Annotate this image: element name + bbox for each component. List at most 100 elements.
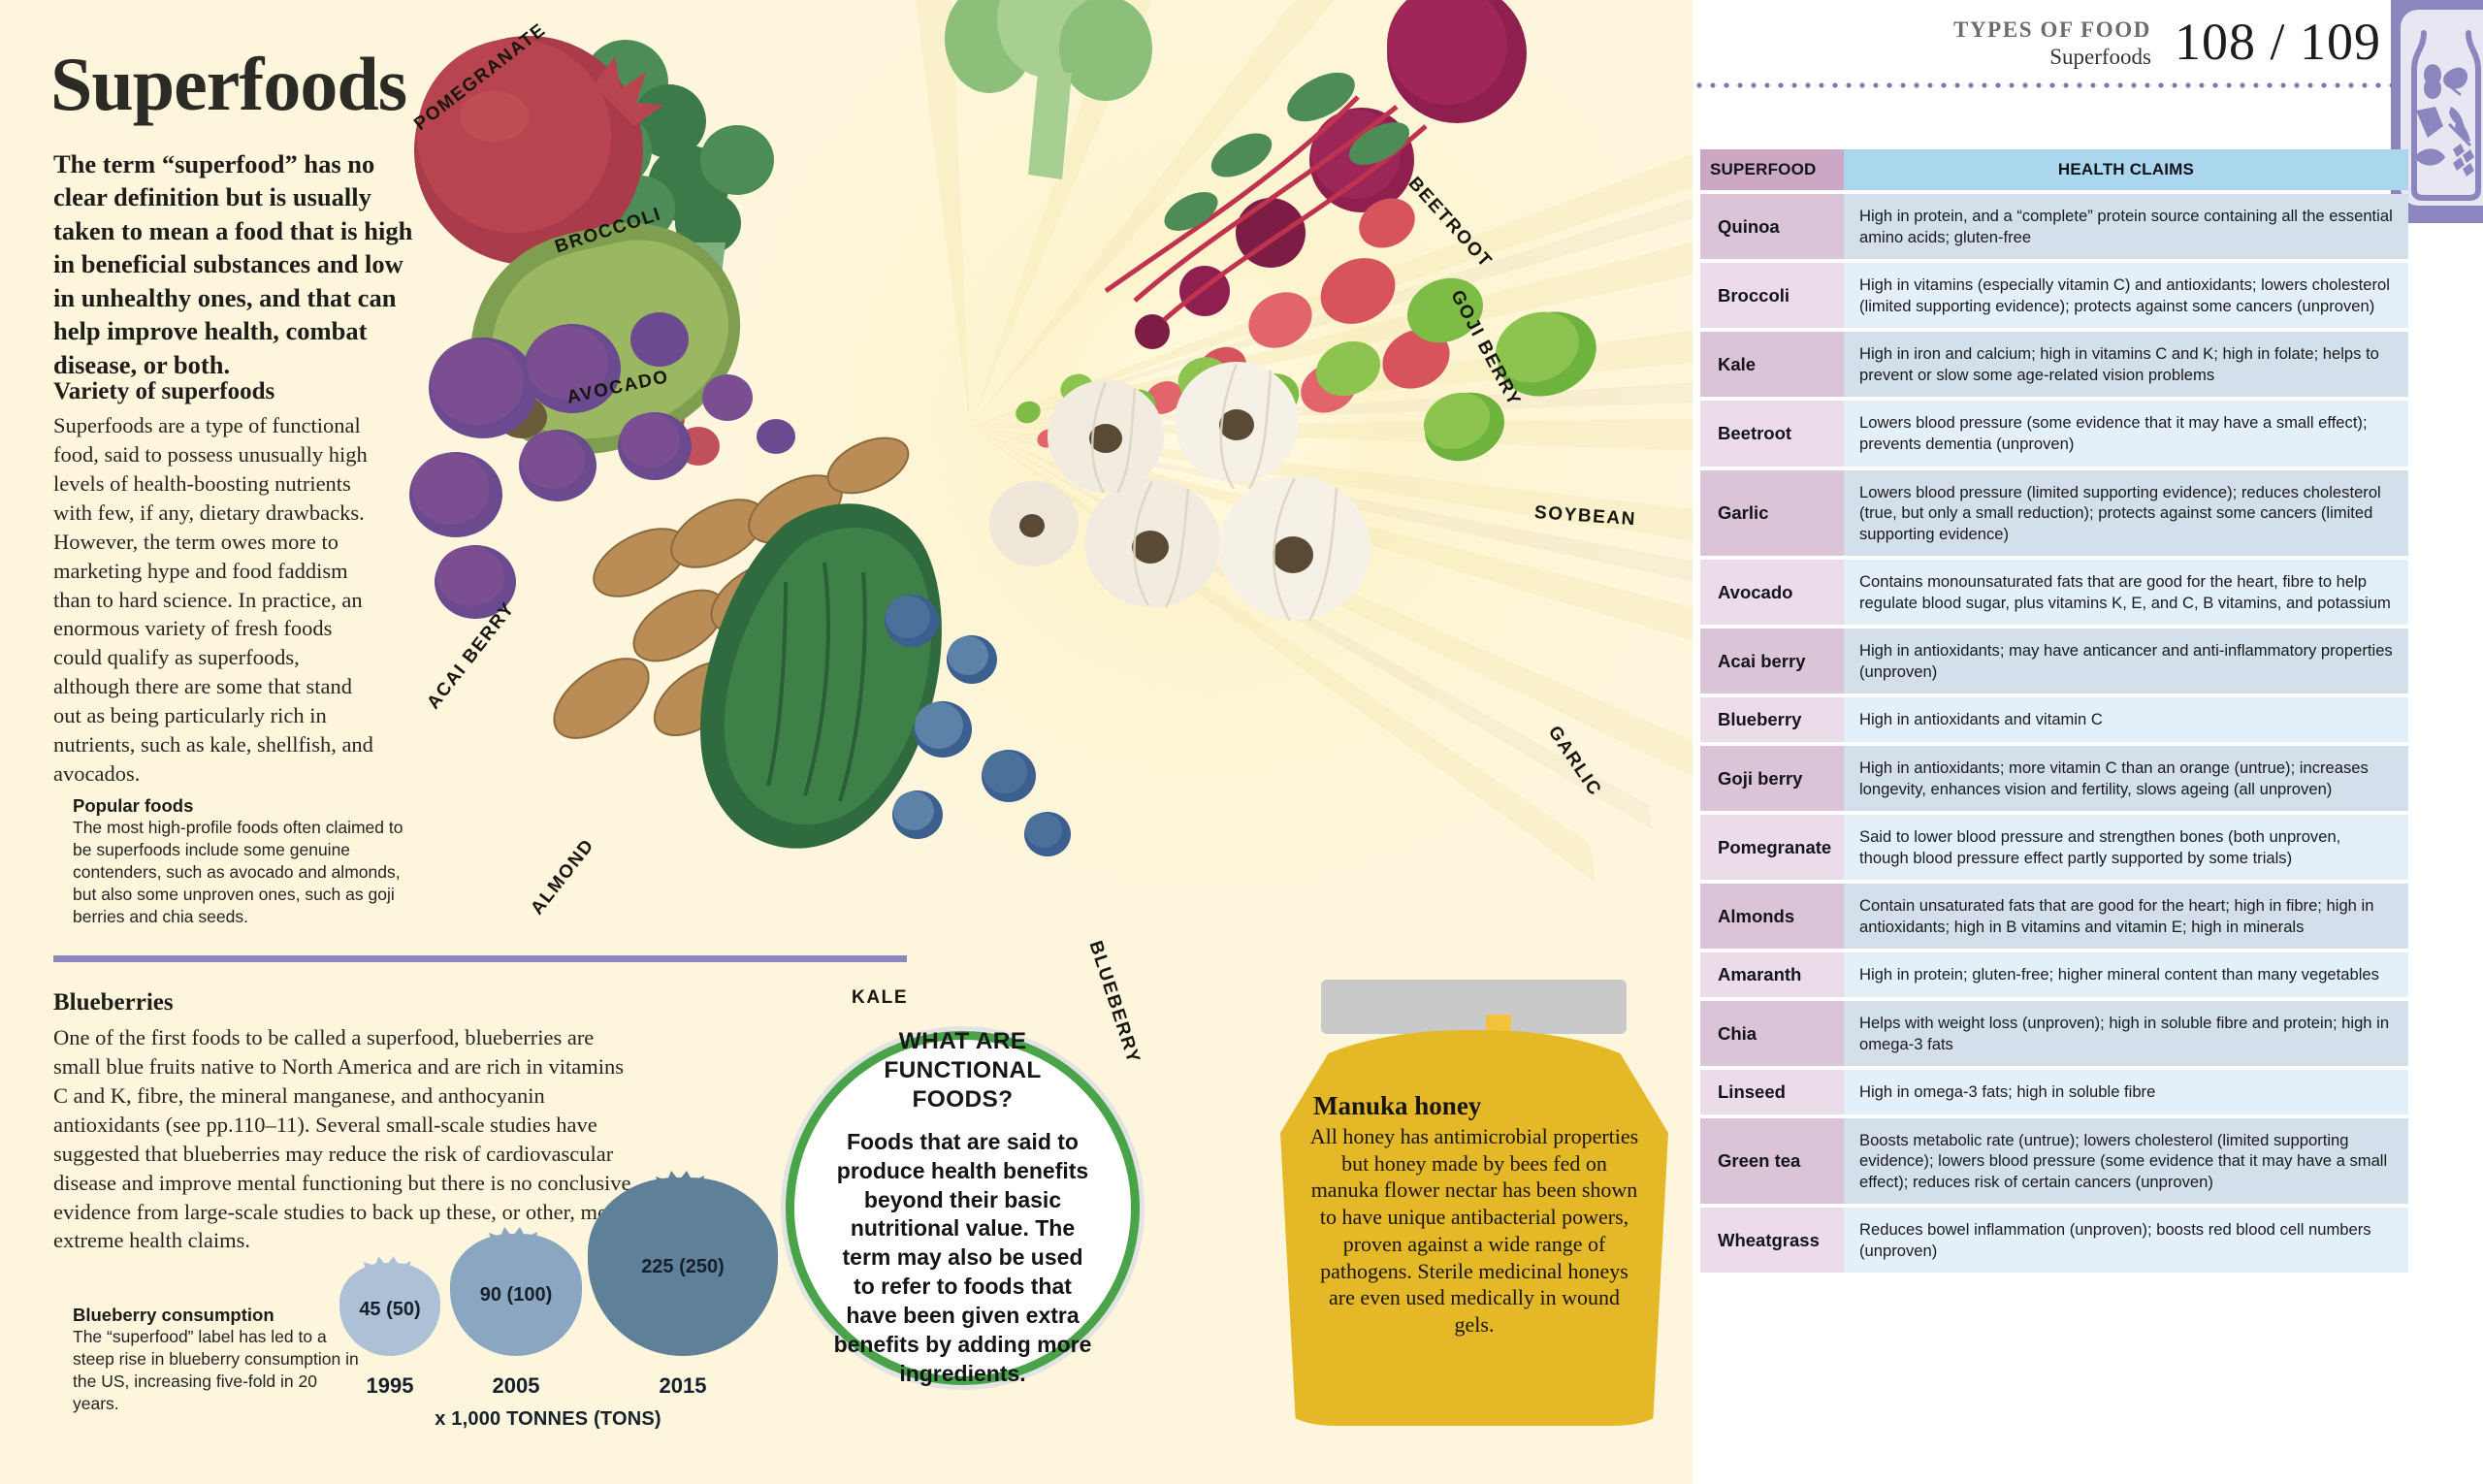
- left-content-panel: Superfoods The term “superfood” has no c…: [0, 0, 1693, 1484]
- popular-foods-body: The most high-profile foods often claime…: [73, 818, 403, 927]
- table-row: Avocado Contains monounsaturated fats tha…: [1700, 560, 2408, 626]
- variety-body: Superfoods are a type of functional food…: [53, 413, 373, 787]
- table-header-row: SUPERFOOD HEALTH CLAIMS: [1700, 149, 2408, 190]
- chart-blueberry-2005: 90 (100): [450, 1227, 582, 1356]
- cell-health-claim: High in protein, and a “complete” protei…: [1844, 194, 2408, 260]
- garlic-illustration: [989, 362, 1370, 622]
- table-row: Pomegranate Said to lower blood pressure …: [1700, 815, 2408, 881]
- intro-paragraph: The term “superfood” has no clear defini…: [53, 149, 413, 379]
- cell-health-claim: Said to lower blood pressure and strengt…: [1844, 815, 2408, 881]
- cell-health-claim: High in antioxidants; may have anticance…: [1844, 629, 2408, 694]
- apple-icon: [2424, 64, 2441, 99]
- jar-body: [1280, 1030, 1668, 1426]
- jar-lid: [1321, 980, 1627, 1034]
- blueberry-consumption-chart: 45 (50) 1995 90 (100) 2005 225 (250) 201…: [339, 1145, 786, 1426]
- cell-superfood: Wheatgrass: [1700, 1208, 1844, 1274]
- cell-health-claim: Helps with weight loss (unproven); high …: [1844, 1000, 2408, 1067]
- column-header-superfood: SUPERFOOD: [1700, 149, 1844, 190]
- table-row: Kale High in iron and calcium; high in vi…: [1700, 332, 2408, 398]
- cell-superfood: Quinoa: [1700, 194, 1844, 260]
- manuka-honey-jar: Manuka honey All honey has antimicrobial…: [1280, 980, 1668, 1426]
- consumption-heading: Blueberry consumption: [73, 1305, 274, 1325]
- cell-superfood: Pomegranate: [1700, 815, 1844, 881]
- table-row: Linseed High in omega-3 fats; high in sol…: [1700, 1070, 2408, 1114]
- table-row: Almonds Contain unsaturated fats that are…: [1700, 884, 2408, 950]
- section-tab-inner: [2401, 10, 2483, 206]
- blueberry-crown-icon: [363, 1256, 411, 1274]
- consumption-body: The “superfood” label has led to a steep…: [73, 1327, 359, 1414]
- table-row: Broccoli High in vitamins (especially vit…: [1700, 263, 2408, 329]
- column-header-health-claims: HEALTH CLAIMS: [1844, 149, 2408, 190]
- meat-icon: [2416, 107, 2443, 138]
- table-row: Amaranth High in protein; gluten-free; hi…: [1700, 952, 2408, 997]
- beetroot-illustration: [1104, 0, 1527, 349]
- cell-health-claim: High in protein; gluten-free; higher min…: [1844, 952, 2408, 997]
- manuka-heading: Manuka honey: [1313, 1091, 1482, 1120]
- blueberries-section: Blueberries One of the first foods to be…: [53, 989, 635, 1255]
- chart-year-2015: 2015: [659, 1373, 707, 1398]
- cell-health-claim: High in omega-3 fats; high in soluble fi…: [1844, 1070, 2408, 1114]
- popular-foods-section: Popular foods The most high-profile food…: [73, 795, 417, 928]
- table-row: Quinoa High in protein, and a “complete” …: [1700, 194, 2408, 260]
- table-row: Goji berry High in antioxidants; more vit…: [1700, 746, 2408, 812]
- cell-superfood: Blueberry: [1700, 697, 1844, 742]
- acai-berry-illustration: [409, 312, 795, 619]
- chart-value-2005: 90 (100): [479, 1283, 553, 1306]
- page-title: Superfoods: [50, 42, 407, 126]
- functional-foods-body: Foods that are said to produce health be…: [833, 1128, 1092, 1386]
- chart-value-1995: 45 (50): [359, 1298, 421, 1320]
- cell-superfood: Kale: [1700, 332, 1844, 398]
- manuka-honey-text: Manuka honey All honey has antimicrobial…: [1309, 1091, 1639, 1339]
- cell-health-claim: High in iron and calcium; high in vitami…: [1844, 332, 2408, 398]
- table-row: Green tea Boosts metabolic rate (untrue);…: [1700, 1117, 2408, 1205]
- cell-superfood: Almonds: [1700, 884, 1844, 950]
- cell-health-claim: Contain unsaturated fats that are good f…: [1844, 884, 2408, 950]
- table-row: Beetroot Lowers blood pressure (some evid…: [1700, 401, 2408, 467]
- cell-health-claim: High in vitamins (especially vitamin C) …: [1844, 263, 2408, 329]
- label-kale: KALE: [852, 987, 909, 1008]
- cell-superfood: Avocado: [1700, 560, 1844, 626]
- cell-superfood: Beetroot: [1700, 401, 1844, 467]
- chart-year-1995: 1995: [366, 1373, 414, 1398]
- chart-blueberry-1995: 45 (50): [339, 1256, 440, 1356]
- health-claims-table: SUPERFOOD HEALTH CLAIMS Quinoa High in pr…: [1700, 145, 2408, 1276]
- variety-section: Variety of superfoods Superfoods are a t…: [53, 378, 378, 789]
- leaf-icon: [2443, 67, 2468, 89]
- breadcrumb-topic: Superfoods: [2049, 45, 2151, 69]
- cell-health-claim: Boosts metabolic rate (untrue); lowers c…: [1844, 1117, 2408, 1205]
- variety-heading: Variety of superfoods: [53, 378, 275, 404]
- blueberry-illustration: [885, 595, 1071, 856]
- cell-superfood: Broccoli: [1700, 263, 1844, 329]
- table-row: Chia Helps with weight loss (unproven); h…: [1700, 1000, 2408, 1067]
- superfoods-illustration: [409, 0, 1596, 856]
- cell-superfood: Goji berry: [1700, 746, 1844, 812]
- section-breadcrumb: TYPES OF FOOD Superfoods: [1953, 17, 2151, 70]
- page-numbers: 108 / 109: [2174, 13, 2381, 71]
- cell-superfood: Acai berry: [1700, 629, 1844, 694]
- manuka-body: All honey has antimicrobial properties b…: [1309, 1124, 1639, 1338]
- cell-health-claim: Contains monounsaturated fats that are g…: [1844, 560, 2408, 626]
- grain-icon: [2453, 144, 2474, 177]
- chart-blueberry-2015: 225 (250): [588, 1171, 778, 1356]
- cell-health-claim: Reduces bowel inflammation (unproven); b…: [1844, 1208, 2408, 1274]
- food-bottle-icon-group: [2411, 30, 2481, 201]
- cell-health-claim: Lowers blood pressure (limited supportin…: [1844, 469, 2408, 557]
- blueberries-body: One of the first foods to be called a su…: [53, 1025, 631, 1253]
- right-reference-panel: TYPES OF FOOD Superfoods 108 / 109: [1693, 0, 2483, 1484]
- cell-superfood: Garlic: [1700, 469, 1844, 557]
- blueberry-crown-icon: [489, 1227, 537, 1244]
- functional-foods-callout: WHAT ARE FUNCTIONAL FOODS? Foods that ar…: [786, 1028, 1140, 1386]
- table-row: Wheatgrass Reduces bowel inflammation (un…: [1700, 1208, 2408, 1274]
- cell-health-claim: High in antioxidants; more vitamin C tha…: [1844, 746, 2408, 812]
- panel-header: TYPES OF FOOD Superfoods 108 / 109: [1953, 13, 2381, 71]
- dotted-rule: [1693, 82, 2410, 88]
- cell-superfood: Amaranth: [1700, 952, 1844, 997]
- section-divider: [53, 955, 907, 962]
- cell-health-claim: Lowers blood pressure (some evidence tha…: [1844, 401, 2408, 467]
- table-row: Blueberry High in antioxidants and vitami…: [1700, 697, 2408, 742]
- chart-units-caption: x 1,000 TONNES (TONS): [435, 1408, 661, 1430]
- blueberry-consumption-caption: Blueberry consumption The “superfood” la…: [73, 1305, 364, 1415]
- table-row: Garlic Lowers blood pressure (limited sup…: [1700, 469, 2408, 557]
- functional-foods-title: WHAT ARE FUNCTIONAL FOODS?: [831, 1027, 1094, 1114]
